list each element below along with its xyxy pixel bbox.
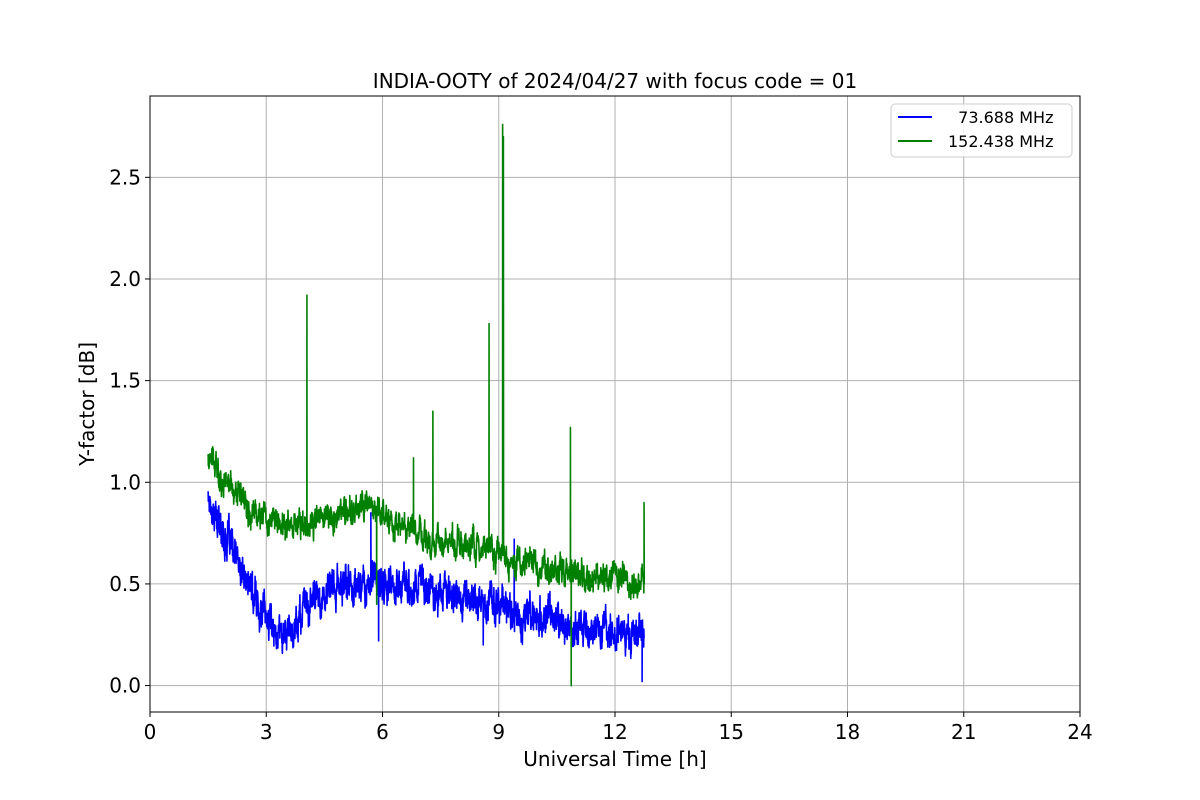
- y-tick-label: 0.0: [109, 674, 141, 698]
- x-tick-label: 12: [602, 720, 627, 744]
- legend-label-152mhz: 152.438 MHz: [948, 132, 1053, 151]
- series-line-152mhz: [207, 123, 646, 687]
- x-tick-label: 0: [144, 720, 157, 744]
- legend: 73.688 MHz 152.438 MHz: [890, 103, 1073, 158]
- y-tick-label: 0.5: [109, 572, 141, 596]
- legend-box: [890, 103, 1073, 158]
- x-tick-label: 18: [835, 720, 860, 744]
- y-tick-label: 2.0: [109, 267, 141, 291]
- y-ticks: 0.0 0.5 1.0 1.5 2.0 2.5: [109, 165, 150, 698]
- x-tick-label: 15: [719, 720, 744, 744]
- chart-title: INDIA-OOTY of 2024/04/27 with focus code…: [373, 69, 857, 93]
- x-tick-label: 6: [376, 720, 389, 744]
- x-tick-label: 24: [1067, 720, 1092, 744]
- series-group: [207, 123, 646, 687]
- x-axis-label: Universal Time [h]: [523, 747, 706, 771]
- x-tick-label: 9: [492, 720, 505, 744]
- legend-label-73mhz: 73.688 MHz: [948, 108, 1053, 127]
- y-tick-label: 2.5: [109, 165, 141, 189]
- x-tick-label: 3: [260, 720, 273, 744]
- y-tick-label: 1.0: [109, 470, 141, 494]
- x-ticks: 0 3 6 9 12 15 18 21 24: [144, 712, 1093, 744]
- x-tick-label: 21: [951, 720, 976, 744]
- y-axis-label: Y-factor [dB]: [75, 342, 99, 467]
- y-tick-label: 1.5: [109, 369, 141, 393]
